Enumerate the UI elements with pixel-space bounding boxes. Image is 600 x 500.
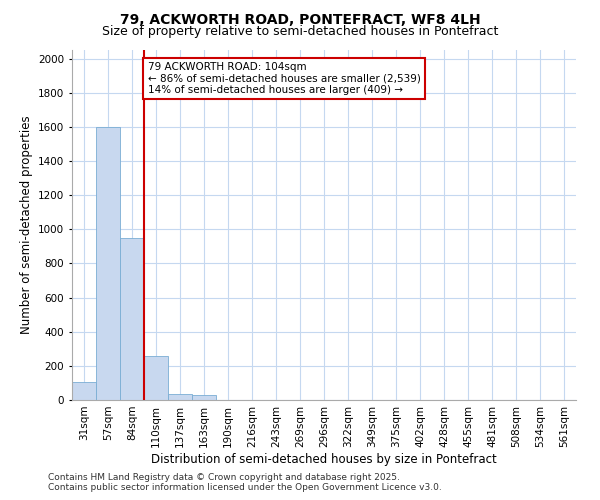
Text: 79 ACKWORTH ROAD: 104sqm
← 86% of semi-detached houses are smaller (2,539)
14% o: 79 ACKWORTH ROAD: 104sqm ← 86% of semi-d… xyxy=(148,62,421,95)
Bar xyxy=(120,238,144,400)
Bar xyxy=(144,356,168,400)
Text: Size of property relative to semi-detached houses in Pontefract: Size of property relative to semi-detach… xyxy=(102,25,498,38)
Text: 79, ACKWORTH ROAD, PONTEFRACT, WF8 4LH: 79, ACKWORTH ROAD, PONTEFRACT, WF8 4LH xyxy=(119,12,481,26)
Bar xyxy=(72,382,96,400)
X-axis label: Distribution of semi-detached houses by size in Pontefract: Distribution of semi-detached houses by … xyxy=(151,452,497,466)
Bar xyxy=(168,394,192,400)
Text: Contains HM Land Registry data © Crown copyright and database right 2025.
Contai: Contains HM Land Registry data © Crown c… xyxy=(48,473,442,492)
Bar xyxy=(192,395,216,400)
Bar xyxy=(96,127,120,400)
Y-axis label: Number of semi-detached properties: Number of semi-detached properties xyxy=(20,116,32,334)
